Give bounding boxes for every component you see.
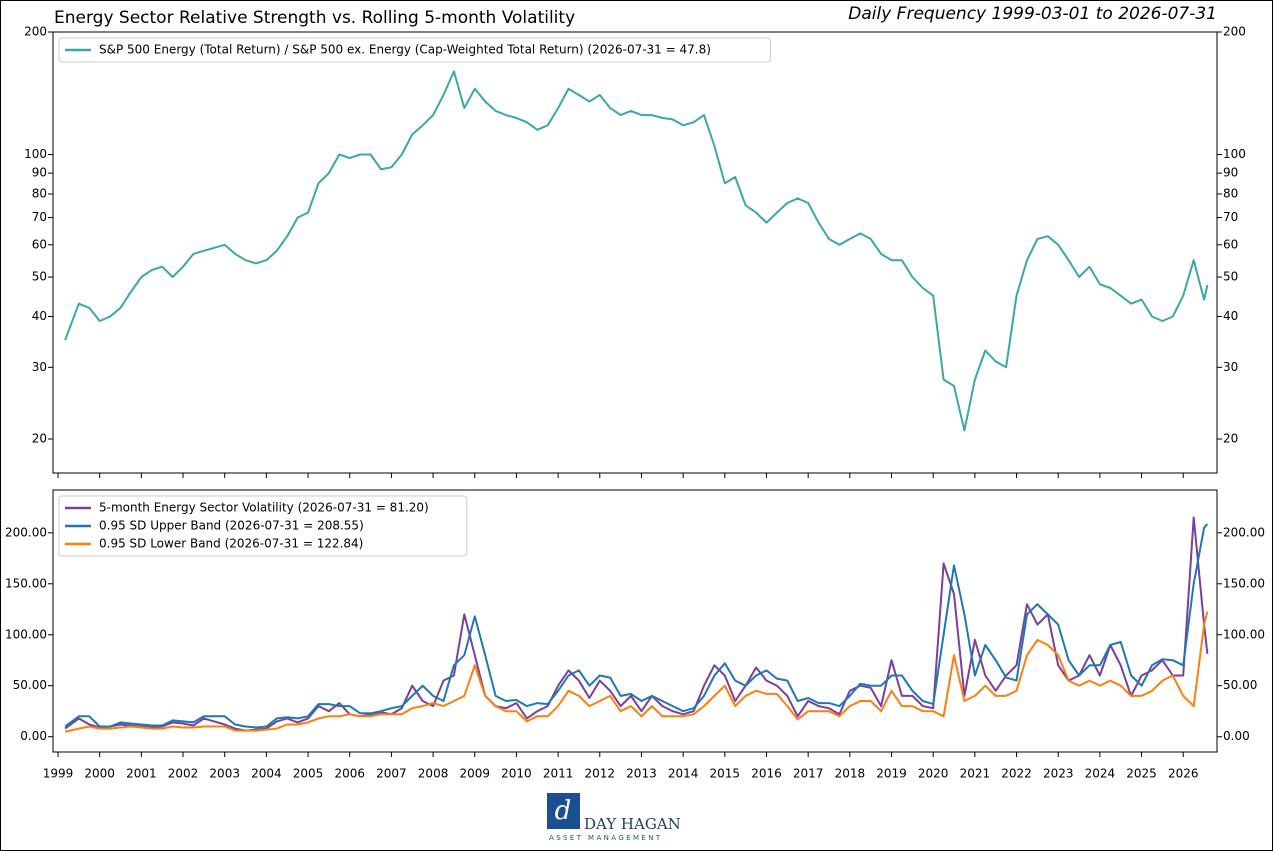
y-tick-label-right: 50.00 — [1223, 678, 1257, 692]
x-tick-label: 2010 — [501, 767, 532, 781]
y-tick-label: 150.00 — [5, 576, 47, 590]
x-tick-label: 2016 — [751, 767, 782, 781]
plot-area — [64, 70, 1209, 432]
y-tick-label-right: 60 — [1223, 237, 1238, 251]
data-line — [64, 611, 1209, 733]
logo-icon — [547, 793, 580, 829]
x-tick-label: 2024 — [1085, 767, 1116, 781]
y-tick-label: 90 — [32, 166, 47, 180]
y-tick-label: 100.00 — [5, 627, 47, 641]
x-tick-label: 2019 — [876, 767, 907, 781]
x-tick-label: 2025 — [1126, 767, 1157, 781]
y-tick-label: 200 — [24, 25, 47, 39]
x-tick-label: 2018 — [835, 767, 866, 781]
legend-label: S&P 500 Energy (Total Return) / S&P 500 … — [99, 43, 711, 57]
logo: d DAY HAGAN ASSET MANAGEMENT — [547, 793, 681, 842]
x-tick-label: 2013 — [626, 767, 657, 781]
legend-label: 0.95 SD Upper Band (2026-07-31 = 208.55) — [99, 519, 364, 533]
x-tick-label: 2000 — [84, 767, 115, 781]
axes-frame — [52, 489, 1218, 753]
x-tick-label: 2008 — [418, 767, 449, 781]
x-tick-label: 2007 — [376, 767, 407, 781]
x-tick-label: 2003 — [209, 767, 240, 781]
legend-box — [58, 37, 771, 63]
x-tick-label: 2009 — [459, 767, 490, 781]
y-tick-label: 30 — [32, 360, 47, 374]
data-line — [64, 70, 1209, 432]
y-tick-label-right: 100.00 — [1223, 627, 1265, 641]
x-tick-label: 2023 — [1043, 767, 1074, 781]
data-line — [64, 523, 1209, 729]
y-tick-label: 200.00 — [5, 525, 47, 539]
y-tick-label: 20 — [32, 431, 47, 445]
y-tick-label: 60 — [32, 237, 47, 251]
x-tick-label: 2001 — [126, 767, 157, 781]
y-tick-label: 40 — [32, 309, 47, 323]
x-tick-label: 2017 — [793, 767, 824, 781]
x-tick-label: 2012 — [585, 767, 616, 781]
x-tick-label: 2002 — [168, 767, 199, 781]
y-tick-label-right: 20 — [1223, 431, 1238, 445]
axes-frame — [52, 31, 1218, 474]
x-tick-label: 1999 — [43, 767, 74, 781]
legend-label: 0.95 SD Lower Band (2026-07-31 = 122.84) — [99, 537, 363, 551]
x-tick-label: 2011 — [543, 767, 574, 781]
logo-glyph: d — [555, 796, 572, 826]
y-tick-label-right: 30 — [1223, 360, 1238, 374]
y-tick-label: 70 — [32, 210, 47, 224]
chart-subtitle: Daily Frequency 1999-03-01 to 2026-07-31 — [848, 4, 1217, 24]
x-tick-label: 2005 — [293, 767, 324, 781]
y-tick-label-right: 80 — [1223, 186, 1238, 200]
x-tick-label: 2022 — [1001, 767, 1032, 781]
y-tick-label-right: 90 — [1223, 166, 1238, 180]
y-tick-label-right: 100 — [1223, 147, 1246, 161]
y-tick-label-right: 150.00 — [1223, 576, 1265, 590]
y-tick-label: 50 — [32, 270, 47, 284]
plot-area — [64, 516, 1209, 733]
logo-tagline: ASSET MANAGEMENT — [549, 834, 663, 842]
y-tick-label-right: 200 — [1223, 25, 1246, 39]
legend-label: 5-month Energy Sector Volatility (2026-0… — [99, 501, 429, 515]
y-tick-label: 80 — [32, 186, 47, 200]
x-tick-label: 2020 — [918, 767, 949, 781]
y-tick-label-right: 0.00 — [1223, 729, 1250, 743]
y-tick-label: 100 — [24, 147, 47, 161]
x-tick-label: 2014 — [668, 767, 699, 781]
x-tick-label: 2004 — [251, 767, 282, 781]
x-tick-label: 2021 — [960, 767, 991, 781]
x-tick-label: 2015 — [710, 767, 741, 781]
y-tick-label-right: 70 — [1223, 210, 1238, 224]
logo-name: DAY HAGAN — [584, 815, 681, 833]
x-tick-label: 2026 — [1168, 767, 1199, 781]
x-tick-label: 2006 — [334, 767, 365, 781]
y-tick-label: 50.00 — [13, 678, 47, 692]
y-tick-label-right: 200.00 — [1223, 525, 1265, 539]
legend-box — [58, 495, 468, 557]
y-tick-label-right: 50 — [1223, 270, 1238, 284]
y-tick-label-right: 40 — [1223, 309, 1238, 323]
y-tick-label: 0.00 — [20, 729, 47, 743]
chart-title: Energy Sector Relative Strength vs. Roll… — [54, 8, 575, 28]
